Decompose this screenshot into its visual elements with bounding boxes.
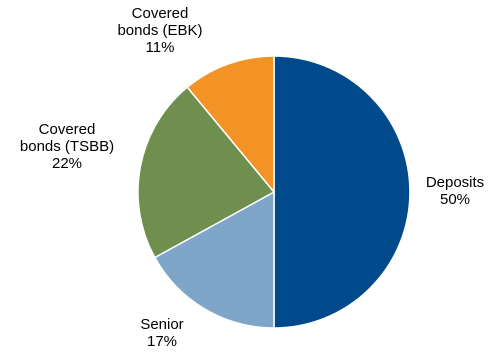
slice-label-1: Senior 17% [140, 316, 183, 350]
slice-label-line: Covered [132, 5, 189, 22]
slice-value-label: 17% [147, 333, 177, 350]
slice-label-line: Deposits [426, 174, 484, 191]
slice-value-label: 50% [440, 191, 470, 208]
pie-slice-3 [186, 55, 275, 195]
slice-label-line: bonds (TSBB) [20, 138, 114, 155]
slice-value-label: 22% [52, 155, 82, 172]
slice-label-line: Covered [39, 121, 96, 138]
pie-slice-1 [153, 190, 275, 329]
pie-slice-0 [273, 55, 411, 329]
slice-value-label: 11% [146, 39, 175, 56]
pie-slice-2 [137, 86, 276, 259]
slice-label-line: bonds (EBK) [117, 22, 202, 39]
slice-label-2: Covered bonds (TSBB) 22% [20, 121, 114, 172]
pie-labels: Deposits 50%Senior 17%Covered bonds (TSBB) 2… [20, 5, 484, 350]
slice-label-0: Deposits 50% [426, 174, 484, 208]
slice-label-line: Senior [140, 316, 183, 333]
slice-label-3: Covered bonds (EBK) 11% [117, 5, 202, 56]
pie-slices [137, 55, 411, 329]
